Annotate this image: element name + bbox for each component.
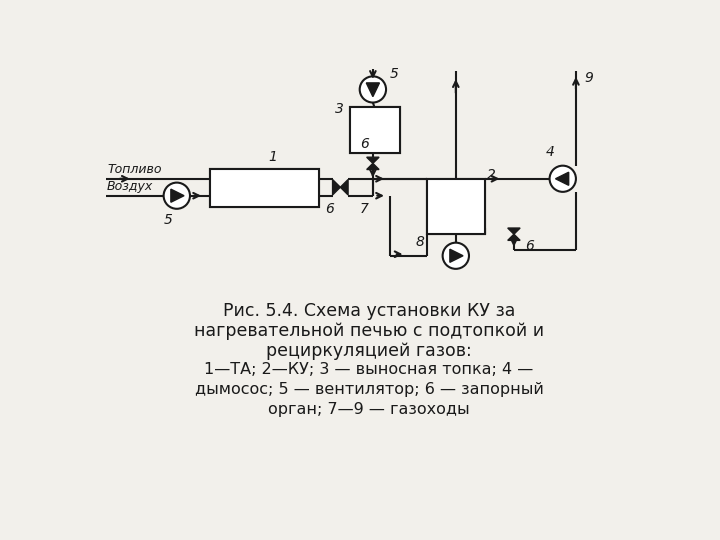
Circle shape <box>163 183 190 209</box>
Polygon shape <box>508 228 520 234</box>
Text: 4: 4 <box>546 145 554 159</box>
Text: 9: 9 <box>585 71 593 85</box>
Text: рециркуляцией газов:: рециркуляцией газов: <box>266 342 472 360</box>
Bar <box>210 168 319 207</box>
Text: орган; 7—9 — газоходы: орган; 7—9 — газоходы <box>268 402 470 417</box>
Text: 5: 5 <box>390 67 399 81</box>
Bar <box>350 107 400 153</box>
Text: Воздух: Воздух <box>107 179 153 193</box>
Text: 6: 6 <box>360 137 369 151</box>
Text: 7: 7 <box>360 202 369 217</box>
Text: 1—ТА; 2—КУ; 3 — выносная топка; 4 —: 1—ТА; 2—КУ; 3 — выносная топка; 4 — <box>204 362 534 377</box>
Polygon shape <box>366 164 379 170</box>
Text: 2: 2 <box>487 168 495 182</box>
Circle shape <box>443 242 469 269</box>
Text: Топливо: Топливо <box>107 163 161 176</box>
Polygon shape <box>556 172 569 185</box>
Text: 5: 5 <box>163 213 173 227</box>
Text: 6: 6 <box>526 239 534 253</box>
Text: Рис. 5.4. Схема установки КУ за: Рис. 5.4. Схема установки КУ за <box>222 302 516 320</box>
Polygon shape <box>366 157 379 164</box>
Text: 8: 8 <box>415 235 424 249</box>
Text: нагревательной печью с подтопкой и: нагревательной печью с подтопкой и <box>194 322 544 340</box>
Polygon shape <box>450 249 463 262</box>
Bar <box>350 107 400 153</box>
Text: дымосос; 5 — вентилятор; 6 — запорный: дымосос; 5 — вентилятор; 6 — запорный <box>194 382 544 397</box>
Polygon shape <box>333 179 341 195</box>
Circle shape <box>549 166 576 192</box>
Bar <box>427 179 485 234</box>
Text: 3: 3 <box>335 102 343 116</box>
Circle shape <box>360 76 386 103</box>
Bar <box>427 179 485 234</box>
Text: 1: 1 <box>269 150 277 164</box>
Polygon shape <box>341 179 348 195</box>
Polygon shape <box>171 189 184 202</box>
Text: 6: 6 <box>325 201 333 215</box>
Polygon shape <box>366 83 379 97</box>
Polygon shape <box>508 234 520 240</box>
Bar <box>210 168 319 207</box>
